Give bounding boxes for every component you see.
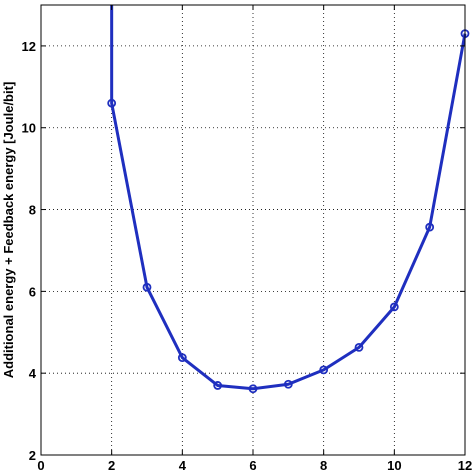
y-tick-label: 8 <box>29 203 36 218</box>
y-tick-label: 4 <box>29 366 37 381</box>
grid-lines <box>41 5 465 455</box>
tick-marks <box>40 5 466 456</box>
y-tick-label: 12 <box>22 39 36 54</box>
x-tick-label: 12 <box>458 458 472 473</box>
data-point <box>142 282 152 292</box>
data-point <box>213 381 223 390</box>
data-point <box>319 365 329 375</box>
x-tick-label: 6 <box>249 458 256 473</box>
y-tick-label: 6 <box>29 284 36 299</box>
y-axis-label: Additional energy + Feedback energy [Jou… <box>1 82 16 379</box>
x-tick-label: 0 <box>37 458 44 473</box>
data-point <box>354 343 364 352</box>
x-tick-label: 10 <box>387 458 401 473</box>
y-tick-label: 10 <box>22 121 36 136</box>
x-tick-label: 4 <box>179 458 187 473</box>
data-point <box>177 353 187 363</box>
data-point <box>425 222 435 232</box>
data-point <box>248 384 258 394</box>
data-point <box>107 98 117 108</box>
series-line <box>110 5 467 391</box>
y-tick-label: 2 <box>29 448 36 463</box>
x-tick-label: 8 <box>320 458 327 473</box>
x-tick-label: 2 <box>108 458 115 473</box>
data-point <box>389 302 399 312</box>
data-point <box>283 379 293 389</box>
